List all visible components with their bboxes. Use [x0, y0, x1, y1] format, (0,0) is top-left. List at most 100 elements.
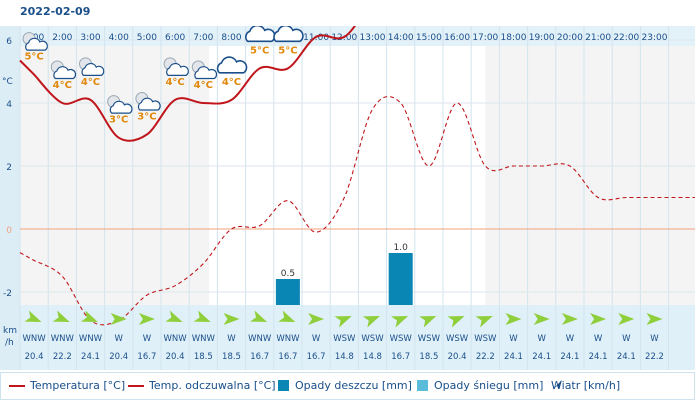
wind-arrow-icon: [165, 310, 183, 322]
temperature-point-label: 5°C: [24, 52, 43, 63]
y-axis-unit-label: °C: [2, 77, 13, 87]
wind-speed-label: 24.1: [560, 352, 579, 362]
wind-speed-label: 20.4: [109, 352, 128, 362]
temperature-point-label: 4°C: [222, 77, 241, 88]
hour-label: 7:00: [193, 33, 213, 43]
wind-arrow-icon: [52, 310, 70, 322]
rain-bar-label: 0.5: [281, 269, 295, 279]
wind-speed-label: 24.1: [81, 352, 100, 362]
cloud-icon: [166, 62, 189, 76]
wind-speed-label: 22.2: [53, 352, 72, 362]
wind-direction-label: WNW: [276, 334, 300, 344]
cloud-icon: [137, 97, 161, 111]
rain-bar: [388, 253, 413, 305]
wind-arrow-icon: [475, 316, 493, 328]
wind-speed-label: 20.4: [25, 352, 44, 362]
hour-label: 6:00: [165, 33, 185, 43]
temperature-point-label: 3°C: [137, 112, 156, 123]
cloud-icon: [53, 66, 77, 80]
cloud-icon: [216, 56, 248, 74]
wind-arrow-icon: [391, 316, 409, 328]
cloud-icon: [109, 100, 133, 114]
wind-arrow-icon: [80, 310, 98, 322]
hour-label: 11:00: [303, 33, 329, 43]
temperature-point-label: 4°C: [165, 77, 184, 88]
temperature-point-label: 4°C: [194, 80, 213, 91]
wind-arrow-icon: [362, 316, 380, 328]
temperature-point-label: 4°C: [53, 80, 72, 91]
wind-arrow-icon: [646, 313, 663, 325]
wind-speed-label: 16.7: [307, 352, 326, 362]
wind-direction-label: W: [594, 334, 603, 344]
wind-arrow-icon: [561, 313, 578, 325]
wind-speed-label: 20.4: [166, 352, 185, 362]
wind-arrow-icon: [250, 310, 268, 322]
forecast-chart-svg: °C-202468km/h1:002:003:004:005:006:007:0…: [0, 26, 695, 370]
wind-arrow-icon: [110, 313, 127, 325]
hour-label: 17:00: [472, 33, 498, 43]
legend-line-icon: [128, 384, 144, 387]
hour-label: 15:00: [416, 33, 442, 43]
forecast-chart: °C-202468km/h1:002:003:004:005:006:007:0…: [0, 26, 695, 370]
wind-direction-label: WNW: [248, 334, 272, 344]
y-tick-label: -2: [3, 289, 12, 299]
wind-direction-label: W: [650, 334, 659, 344]
wind-direction-label: W: [509, 334, 518, 344]
hour-label: 13:00: [360, 33, 386, 43]
wind-direction-label: WNW: [51, 334, 75, 344]
hour-label: 21:00: [585, 33, 611, 43]
hour-label: 23:00: [642, 33, 668, 43]
wind-speed-label: 14.8: [363, 352, 382, 362]
wind-speed-label: 18.5: [419, 352, 438, 362]
rain-bar-label: 1.0: [394, 243, 409, 253]
wind-arrow-icon: [138, 313, 155, 325]
wind-direction-label: W: [227, 334, 236, 344]
cloud-icon: [194, 66, 218, 80]
legend-label-temperature: Temperatura [°C]: [30, 379, 126, 392]
legend-item-rain: Opady deszczu [mm]: [278, 379, 412, 392]
legend-item-temperature: Temperatura [°C]: [9, 379, 125, 392]
hour-label: 8:00: [221, 33, 241, 43]
hour-label: 12:00: [331, 33, 357, 43]
wind-direction-label: WSW: [418, 334, 441, 344]
wind-speed-label: 16.7: [137, 352, 156, 362]
temperature-point-label: 5°C: [278, 45, 297, 56]
hour-label: 18:00: [501, 33, 527, 43]
wind-direction-label: WSW: [474, 334, 497, 344]
wind-arrow-icon: [590, 313, 607, 325]
wind-arrow-icon: [24, 310, 42, 322]
y-tick-label: 4: [6, 100, 12, 110]
rain-bar: [275, 279, 300, 305]
wind-arrow-icon: [278, 310, 296, 322]
wind-speed-label: 24.1: [504, 352, 523, 362]
wind-arrow-icon: [447, 316, 465, 328]
hour-label: 22:00: [613, 33, 639, 43]
wind-direction-label: WSW: [390, 334, 413, 344]
wind-speed-label: 24.1: [589, 352, 608, 362]
wind-speed-label: 14.8: [335, 352, 354, 362]
wind-speed-label: 22.2: [645, 352, 664, 362]
wind-direction-label: W: [114, 334, 123, 344]
hour-label: 2:00: [52, 33, 72, 43]
wind-direction-label: W: [143, 334, 152, 344]
hour-label: 3:00: [80, 33, 100, 43]
wind-direction-label: WNW: [192, 334, 216, 344]
wind-arrow-icon: [618, 313, 635, 325]
temperature-point-label: 4°C: [81, 77, 100, 88]
legend-label-snow: Opady śniegu [mm]: [434, 379, 544, 392]
hour-label: 19:00: [529, 33, 555, 43]
wind-arrow-icon: [334, 316, 352, 328]
wind-speed-label: 22.2: [476, 352, 495, 362]
chart-legend: Temperatura [°C] Temp. odczuwalna [°C] O…: [0, 372, 695, 400]
legend-line-icon: [9, 384, 25, 387]
wind-direction-label: W: [622, 334, 631, 344]
legend-label-wind: Wiatr [km/h]: [551, 379, 621, 392]
wind-arrow-icon: [552, 380, 562, 390]
forecast-date: 2022-02-09: [20, 5, 91, 18]
feels-like-line: [19, 96, 695, 326]
y-tick-label: 2: [6, 163, 12, 173]
cloud-icon: [81, 62, 105, 76]
daylight-band: [208, 46, 486, 305]
legend-label-rain: Opady deszczu [mm]: [295, 379, 412, 392]
legend-item-snow: Opady śniegu [mm]: [417, 379, 543, 392]
